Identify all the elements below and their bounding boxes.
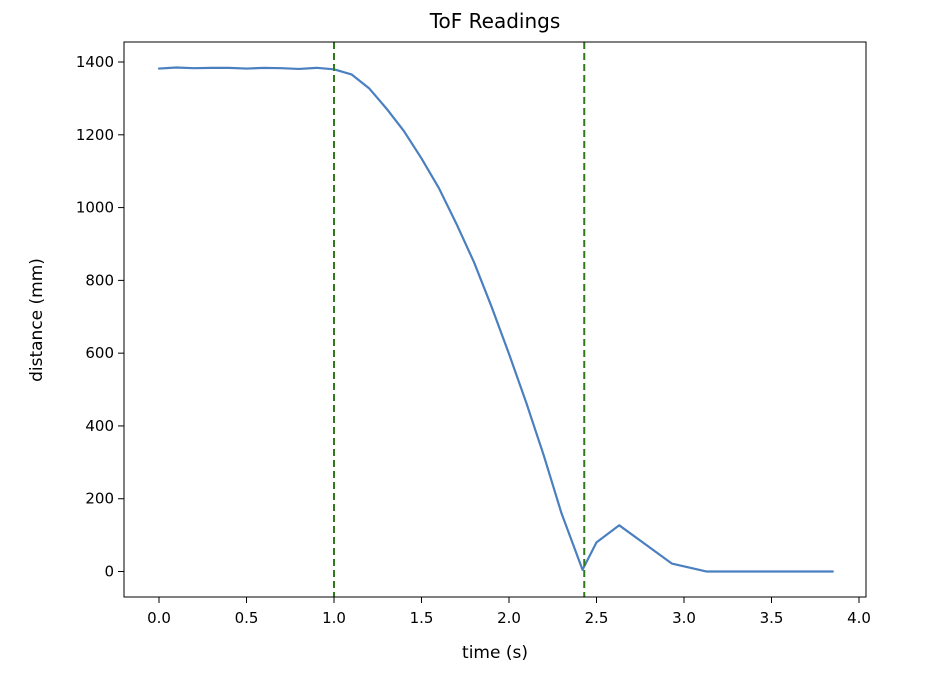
x-tick-label: 0.0 xyxy=(147,609,171,627)
series-line-0 xyxy=(157,66,834,573)
y-tick-label: 600 xyxy=(85,344,114,362)
x-tick-label: 1.5 xyxy=(410,609,434,627)
y-tick-label: 800 xyxy=(85,271,114,289)
x-tick-label: 1.0 xyxy=(322,609,346,627)
x-tick-label: 4.0 xyxy=(847,609,871,627)
y-tick-label: 400 xyxy=(85,417,114,435)
x-tick-label: 3.5 xyxy=(760,609,784,627)
x-tick-label: 2.5 xyxy=(585,609,609,627)
y-tick-label: 1200 xyxy=(76,126,114,144)
x-tick-label: 2.0 xyxy=(497,609,521,627)
y-tick-label: 200 xyxy=(85,490,114,508)
y-tick-label: 1400 xyxy=(76,53,114,71)
x-tick-label: 0.5 xyxy=(235,609,259,627)
y-axis-label: distance (mm) xyxy=(27,258,47,382)
x-tick-label: 3.0 xyxy=(672,609,696,627)
axes-frame xyxy=(123,41,867,598)
chart-title: ToF Readings xyxy=(429,9,561,33)
x-axis-label: time (s) xyxy=(462,643,528,663)
y-tick-label: 1000 xyxy=(76,199,114,217)
plot-area: 0.0 0.5 1.0 1.5 2.0 2.5 3.0 3.5 4.0 0 200 400 600 800… xyxy=(76,41,871,627)
y-tick-label: 0 xyxy=(104,563,114,581)
